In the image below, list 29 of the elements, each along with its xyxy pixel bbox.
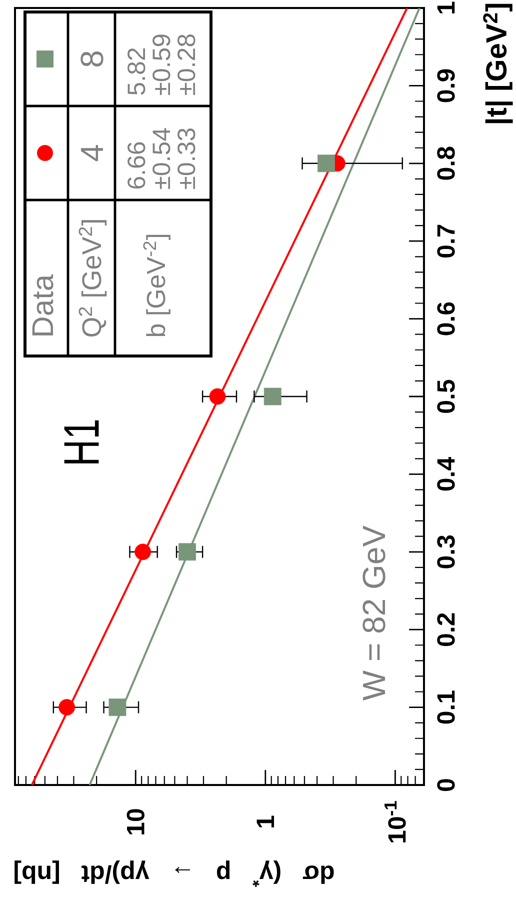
- annotation: W = 82 GeV: [362, 526, 386, 700]
- y-tick-label: 1: [437, 2, 455, 14]
- y-axis-title: |t| [GeV$^{2}$]: [483, 4, 513, 124]
- annotation: b [GeV$^{-2}$]: [143, 234, 170, 336]
- annotation: Q$^{2}$ [GeV$^{2}$]: [78, 220, 107, 337]
- y-tick-label: 0.7: [437, 224, 455, 258]
- y-tick-label: 0.6: [437, 302, 455, 336]
- annotation: ±0.33: [178, 128, 196, 189]
- annotation: H1: [64, 420, 99, 464]
- y-tick-label: 0.9: [437, 69, 455, 102]
- legend-label: 8: [80, 51, 104, 67]
- annotation: Data: [32, 274, 54, 336]
- legend-label: 4: [80, 145, 103, 162]
- annotation: 6.66: [128, 142, 146, 189]
- y-tick-label: 0.3: [437, 535, 455, 568]
- x-tick-label: 10: [126, 809, 144, 834]
- annotation: ±0.59: [152, 34, 170, 95]
- y-tick-label: 0.8: [437, 146, 455, 180]
- y-tick-label: 0: [437, 779, 455, 791]
- y-tick-label: 0.5: [437, 380, 455, 413]
- x-tick-label: 10$^{-1}$: [384, 801, 406, 842]
- text: dσ (γ$^{*}$ p → γp)/dt [nb]: [14, 860, 334, 887]
- y-tick-label: 0.4: [437, 456, 455, 491]
- x-tick-label: 1: [256, 816, 274, 828]
- annotation: ±0.54: [152, 128, 170, 189]
- y-tick-label: 0.2: [437, 613, 455, 646]
- y-tick-label: 0.1: [437, 690, 455, 724]
- annotation: ±0.28: [178, 34, 196, 95]
- annotation: 5.82: [128, 48, 146, 95]
